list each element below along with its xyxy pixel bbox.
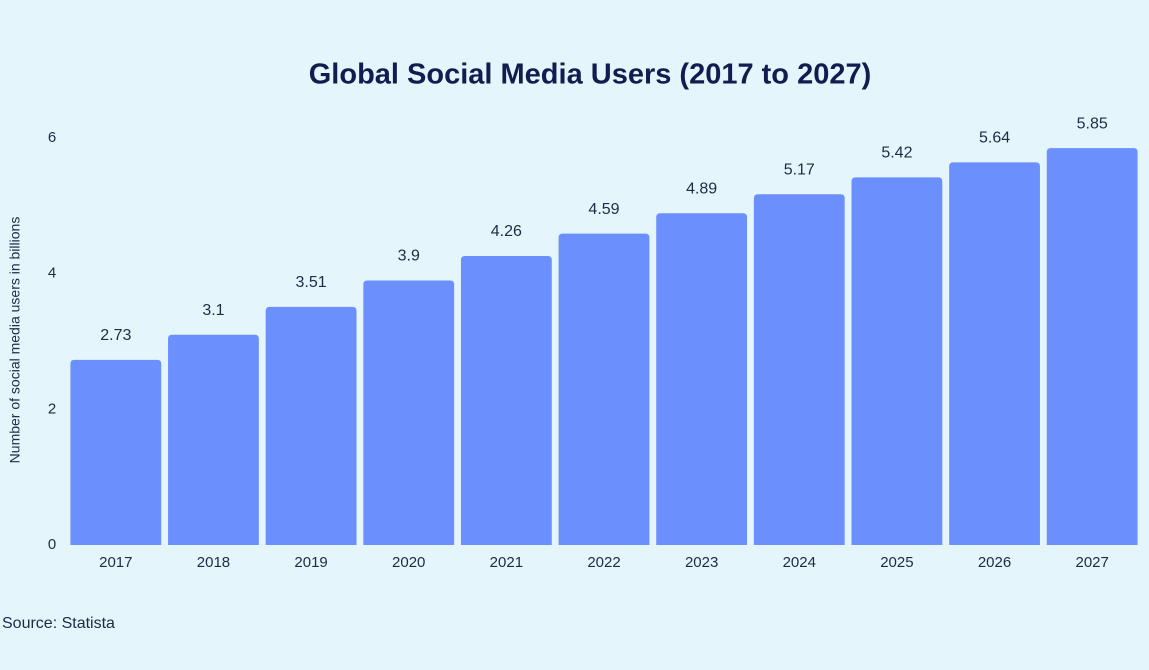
value-label: 5.42 [881,145,912,162]
y-tick-label: 0 [48,536,56,553]
bar [70,359,162,545]
value-label: 3.51 [296,274,327,291]
bar [265,306,357,545]
x-tick-label: 2024 [783,554,816,571]
value-label: 2.73 [100,327,131,344]
bar [168,334,259,545]
y-tick-label: 6 [48,129,56,146]
x-tick-label: 2022 [587,554,620,571]
x-tick-label: 2026 [978,554,1011,571]
x-tick-label: 2023 [685,554,718,571]
value-label: 5.17 [784,162,815,179]
x-tick-label: 2020 [392,554,425,571]
y-axis-label: Number of social media users in billions [7,217,23,464]
x-tick-label: 2017 [99,554,132,571]
bar [363,280,455,545]
value-label: 3.9 [398,248,420,265]
value-label: 4.26 [491,223,522,240]
bar [558,233,650,545]
y-tick-label: 2 [48,400,56,417]
value-label: 3.1 [202,302,224,319]
bar [656,213,748,546]
x-tick-label: 2018 [197,554,230,571]
bar [460,256,552,545]
bar [851,177,943,546]
chart-title: Global Social Media Users (2017 to 2027) [309,59,872,91]
x-tick-label: 2021 [490,554,523,571]
value-label: 5.64 [979,130,1010,147]
bar [949,162,1040,546]
bar [1046,148,1138,546]
source-note: Source: Statista [2,615,115,632]
x-tick-label: 2025 [880,554,913,571]
bar [753,194,845,545]
value-label: 5.85 [1077,115,1108,132]
y-tick-label: 4 [48,265,56,282]
value-label: 4.89 [686,181,717,198]
x-tick-label: 2027 [1075,554,1108,571]
x-tick-label: 2019 [294,554,327,571]
value-label: 4.59 [588,201,619,218]
